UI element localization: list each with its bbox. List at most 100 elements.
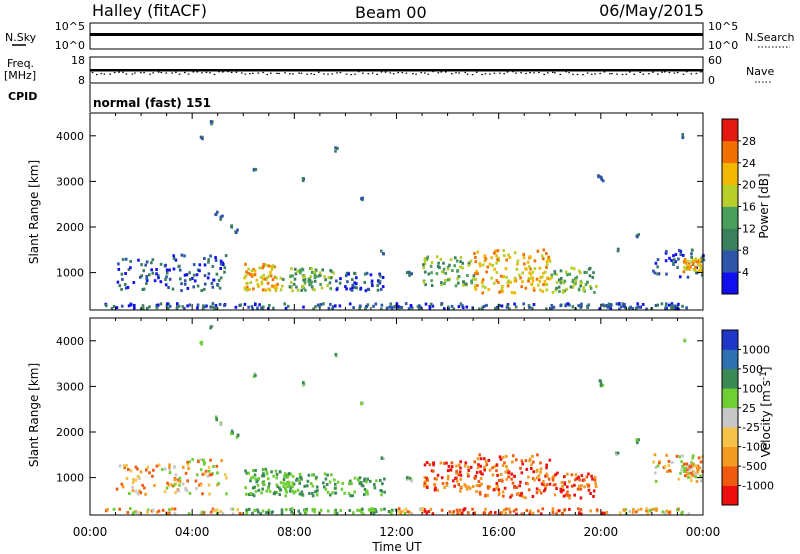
rti-cell	[380, 307, 383, 311]
rti-cell	[186, 286, 190, 290]
nave-dot	[140, 72, 142, 74]
rti-cell	[271, 264, 275, 268]
rti-cell	[539, 461, 542, 465]
rti-cell	[396, 307, 400, 311]
rti-cell	[571, 305, 575, 309]
rti-cell	[360, 510, 363, 514]
nave-dot	[276, 72, 278, 74]
nave-dot	[515, 72, 517, 74]
rti-cell	[195, 486, 198, 490]
rti-cell	[349, 494, 352, 498]
rti-cell	[524, 286, 528, 290]
rti-cell	[506, 284, 510, 288]
rti-cell	[462, 280, 465, 284]
nave-dot	[122, 71, 124, 73]
rti-cell	[654, 261, 658, 265]
rti-cell	[694, 265, 697, 269]
power-colorbar-segment	[722, 250, 738, 273]
rti-cell	[247, 267, 250, 271]
rti-cell	[645, 507, 649, 511]
rti-cell	[153, 484, 156, 487]
rti-cell	[423, 270, 427, 274]
rti-cell	[314, 305, 317, 309]
rti-cell	[303, 275, 306, 278]
rti-cell	[593, 475, 597, 479]
rti-cell	[531, 276, 534, 280]
nave-dot	[552, 71, 554, 73]
rti-cell	[410, 306, 414, 310]
nave-dot	[201, 72, 203, 74]
rti-cell	[321, 268, 324, 272]
rti-cell	[667, 459, 671, 463]
rti-cell	[215, 464, 219, 468]
rti-cell	[271, 278, 275, 282]
rti-cell	[267, 287, 271, 291]
rti-cell	[225, 492, 228, 496]
rti-cell	[508, 507, 511, 511]
rti-cell	[668, 511, 671, 515]
rti-cell	[550, 273, 554, 277]
rti-cell	[397, 507, 401, 511]
rti-cell	[593, 478, 597, 482]
rti-cell	[286, 485, 290, 489]
rti-cell	[447, 278, 450, 282]
rti-cell	[406, 477, 409, 481]
rti-cell	[139, 511, 142, 515]
rti-cell	[259, 512, 263, 516]
rti-cell	[301, 179, 305, 183]
rti-cell	[244, 274, 247, 278]
rti-cell	[681, 136, 684, 140]
rti-cell	[565, 493, 569, 497]
power-colorbar-segment	[722, 162, 738, 185]
rti-cell	[461, 304, 464, 308]
rti-cell	[507, 475, 510, 479]
rti-cell	[605, 511, 609, 514]
rti-cell	[334, 146, 337, 150]
velocity-colorbar-tick: -500	[742, 460, 767, 473]
velocity-colorbar-segment	[722, 446, 738, 467]
rti-cell	[427, 510, 431, 513]
rti-cell	[164, 278, 167, 281]
rti-cell	[428, 307, 432, 311]
rti-cell	[273, 275, 277, 279]
rti-cell	[597, 175, 600, 179]
nave-dot	[278, 72, 280, 75]
rti-cell	[301, 285, 304, 289]
rti-cell	[505, 507, 508, 511]
rti-cell	[314, 268, 318, 272]
rti-cell	[572, 283, 576, 287]
rti-cell	[576, 487, 580, 491]
rti-cell	[353, 285, 356, 289]
rti-cell	[552, 474, 555, 478]
rti-cell	[126, 286, 130, 289]
rti-cell	[410, 272, 413, 276]
rti-cell	[445, 481, 449, 485]
rti-cell	[545, 472, 548, 476]
rti-cell	[129, 507, 132, 511]
rti-cell	[568, 507, 571, 511]
rti-cell	[254, 303, 257, 307]
rti-cell	[620, 305, 623, 309]
rti-cell	[466, 472, 470, 476]
rti-cell	[252, 469, 255, 473]
power-frame	[89, 112, 704, 311]
nsky-trace	[90, 33, 703, 36]
rti-cell	[363, 488, 367, 491]
nave-dot	[590, 73, 593, 75]
rti-cell	[363, 493, 366, 497]
rti-cell	[106, 508, 109, 511]
rti-cell	[600, 303, 604, 307]
nave-dot	[171, 72, 173, 74]
rti-cell	[423, 484, 426, 488]
nave-dot	[327, 73, 329, 75]
nave-dot	[230, 71, 233, 73]
rti-cell	[615, 452, 618, 456]
nave-dot	[464, 71, 467, 74]
rti-cell	[473, 476, 477, 480]
rti-cell	[587, 484, 590, 488]
rti-cell	[351, 494, 354, 498]
rti-cell	[516, 259, 520, 263]
rti-cell	[646, 511, 649, 515]
rti-cell	[538, 279, 542, 283]
